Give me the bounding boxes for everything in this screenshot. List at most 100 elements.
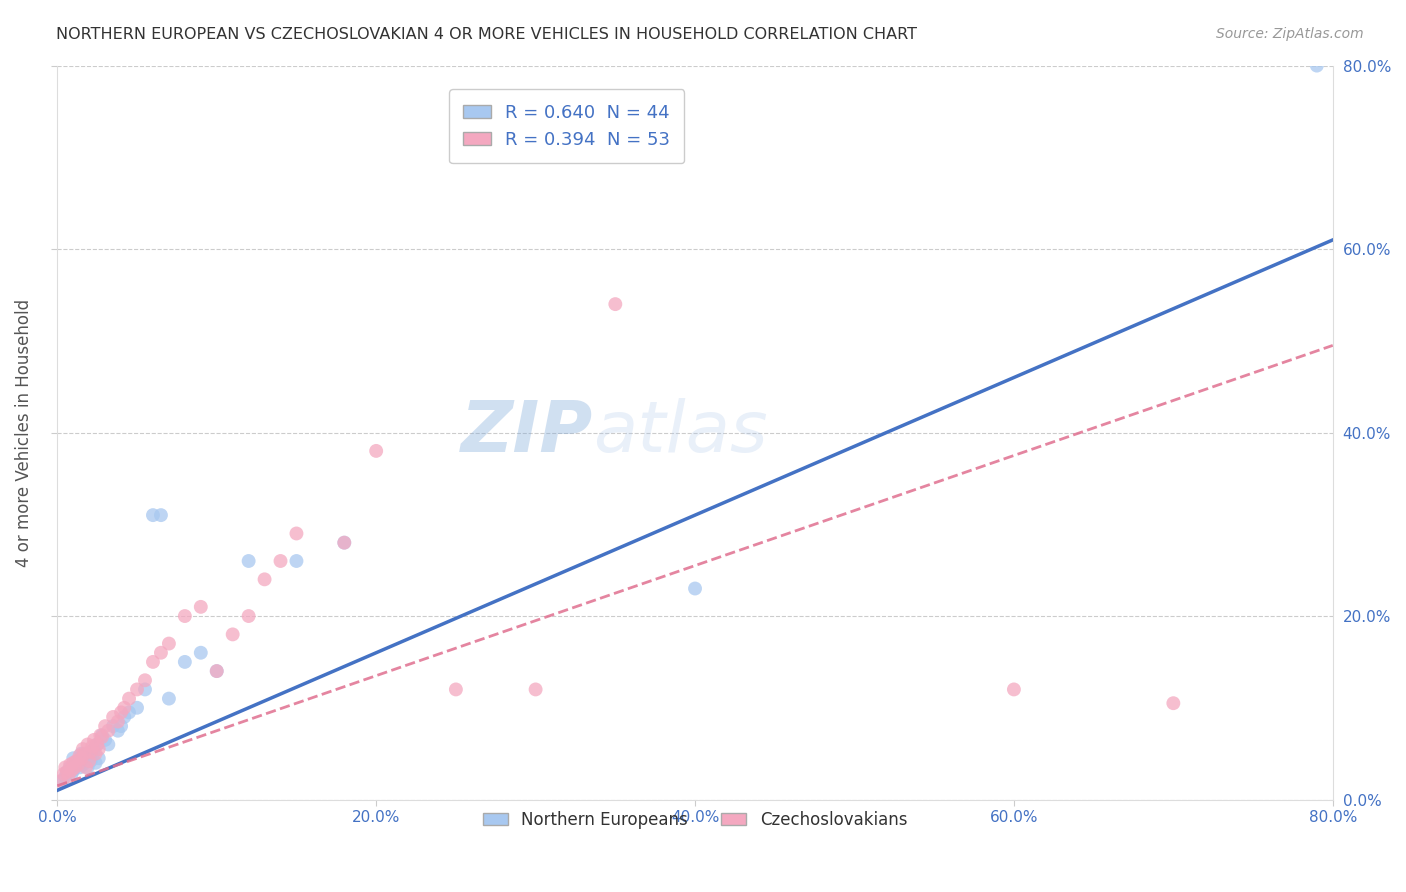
Point bbox=[76, 760, 98, 774]
Point bbox=[69, 748, 91, 763]
Point bbox=[444, 682, 467, 697]
Point bbox=[80, 745, 103, 759]
Point bbox=[97, 723, 120, 738]
Point bbox=[1306, 59, 1329, 73]
Point bbox=[51, 774, 73, 789]
Point bbox=[52, 767, 75, 781]
Point bbox=[73, 751, 96, 765]
Point bbox=[157, 691, 180, 706]
Point bbox=[112, 700, 135, 714]
Text: NORTHERN EUROPEAN VS CZECHOSLOVAKIAN 4 OR MORE VEHICLES IN HOUSEHOLD CORRELATION: NORTHERN EUROPEAN VS CZECHOSLOVAKIAN 4 O… bbox=[56, 27, 917, 42]
Point bbox=[253, 572, 276, 586]
Point bbox=[94, 719, 117, 733]
Point bbox=[270, 554, 292, 568]
Point bbox=[65, 757, 87, 772]
Point bbox=[91, 730, 114, 744]
Point bbox=[173, 609, 195, 624]
Point bbox=[76, 738, 98, 752]
Point bbox=[91, 728, 114, 742]
Point bbox=[134, 673, 156, 688]
Point bbox=[73, 747, 96, 761]
Point bbox=[605, 297, 627, 311]
Point bbox=[157, 636, 180, 650]
Point bbox=[142, 655, 165, 669]
Point bbox=[101, 719, 124, 733]
Point bbox=[70, 751, 93, 765]
Point bbox=[60, 767, 83, 781]
Point bbox=[59, 757, 82, 772]
Point bbox=[101, 710, 124, 724]
Text: atlas: atlas bbox=[593, 398, 768, 467]
Point bbox=[97, 738, 120, 752]
Point bbox=[56, 764, 79, 779]
Point bbox=[53, 770, 76, 784]
Point bbox=[66, 756, 89, 770]
Point bbox=[1002, 682, 1025, 697]
Point bbox=[56, 764, 79, 779]
Point bbox=[77, 747, 100, 761]
Point bbox=[65, 754, 87, 768]
Point bbox=[142, 508, 165, 522]
Point bbox=[86, 738, 108, 752]
Point bbox=[72, 742, 94, 756]
Point bbox=[285, 526, 308, 541]
Point bbox=[66, 757, 89, 772]
Point bbox=[70, 754, 93, 768]
Point bbox=[238, 554, 260, 568]
Point bbox=[86, 738, 108, 752]
Point bbox=[58, 770, 80, 784]
Point bbox=[190, 599, 212, 614]
Point bbox=[524, 682, 547, 697]
Point bbox=[94, 732, 117, 747]
Point bbox=[49, 774, 72, 789]
Point bbox=[83, 732, 105, 747]
Point bbox=[173, 655, 195, 669]
Point bbox=[62, 751, 84, 765]
Point bbox=[205, 664, 228, 678]
Point bbox=[107, 723, 129, 738]
Point bbox=[333, 535, 356, 549]
Point bbox=[110, 706, 132, 720]
Point bbox=[87, 751, 110, 765]
Point bbox=[118, 691, 141, 706]
Point bbox=[59, 760, 82, 774]
Point bbox=[80, 754, 103, 768]
Point bbox=[366, 444, 388, 458]
Point bbox=[107, 714, 129, 729]
Point bbox=[112, 710, 135, 724]
Point bbox=[134, 682, 156, 697]
Point bbox=[221, 627, 243, 641]
Point bbox=[72, 757, 94, 772]
Point bbox=[118, 706, 141, 720]
Point bbox=[89, 728, 111, 742]
Point bbox=[125, 700, 148, 714]
Point bbox=[84, 756, 107, 770]
Point bbox=[149, 508, 172, 522]
Point bbox=[70, 747, 93, 761]
Point bbox=[149, 646, 172, 660]
Point bbox=[238, 609, 260, 624]
Point bbox=[77, 754, 100, 768]
Point bbox=[75, 760, 97, 774]
Point bbox=[285, 554, 308, 568]
Point bbox=[87, 742, 110, 756]
Point bbox=[63, 760, 86, 774]
Point bbox=[333, 535, 356, 549]
Point bbox=[110, 719, 132, 733]
Point bbox=[62, 756, 84, 770]
Point bbox=[82, 748, 104, 763]
Point bbox=[84, 747, 107, 761]
Point bbox=[60, 763, 83, 777]
Point bbox=[53, 760, 76, 774]
Point bbox=[83, 742, 105, 756]
Point bbox=[205, 664, 228, 678]
Point bbox=[75, 748, 97, 763]
Point bbox=[82, 739, 104, 754]
Text: Source: ZipAtlas.com: Source: ZipAtlas.com bbox=[1216, 27, 1364, 41]
Text: ZIP: ZIP bbox=[461, 398, 593, 467]
Point bbox=[69, 760, 91, 774]
Point bbox=[1163, 696, 1185, 710]
Legend: Northern Europeans, Czechoslovakians: Northern Europeans, Czechoslovakians bbox=[477, 804, 914, 835]
Point bbox=[62, 763, 84, 777]
Point bbox=[190, 646, 212, 660]
